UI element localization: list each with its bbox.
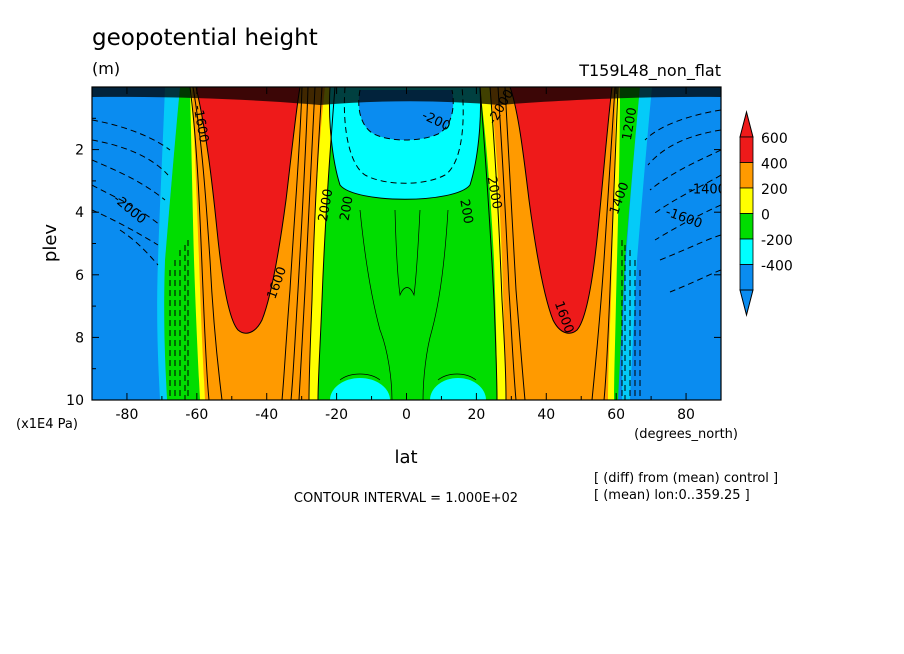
x-tick-label: 80 bbox=[677, 407, 695, 423]
south-high-region bbox=[196, 87, 300, 334]
y-axis: 2 4 6 8 10 bbox=[66, 117, 721, 409]
contour-label: 2000 bbox=[316, 188, 337, 223]
contour-label: 1200 bbox=[620, 106, 641, 141]
x-axis: -80 -60 -40 -20 0 20 40 60 80 bbox=[91, 87, 722, 423]
colorbar-tick-label: 400 bbox=[761, 157, 788, 173]
contour-interval: CONTOUR INTERVAL = 1.000E+02 bbox=[294, 491, 518, 506]
contour-label: 200 bbox=[338, 195, 357, 222]
contour-label: 200 bbox=[456, 198, 475, 225]
chart-units: (m) bbox=[92, 59, 120, 78]
x-axis-label: lat bbox=[394, 447, 417, 468]
y-tick-label: 6 bbox=[75, 268, 84, 284]
y-tick-label: 10 bbox=[66, 393, 84, 409]
north-high-region bbox=[510, 87, 612, 334]
colorbar-segment bbox=[739, 187, 754, 214]
x-tick-label: -40 bbox=[255, 407, 278, 423]
colorbar-segment bbox=[739, 162, 754, 189]
colorbar-tick-label: 0 bbox=[761, 208, 770, 224]
experiment-label: T159L48_non_flat bbox=[578, 61, 721, 81]
note-diff: [ (diff) from (mean) control ] bbox=[594, 471, 778, 486]
chart-title: geopotential height bbox=[92, 25, 318, 51]
x-tick-label: 40 bbox=[537, 407, 555, 423]
x-tick-label: -80 bbox=[116, 407, 139, 423]
colorbar-extend-top bbox=[739, 110, 754, 138]
y-tick-label: 2 bbox=[75, 143, 84, 159]
colorbar-tick-label: -400 bbox=[761, 259, 793, 275]
contour-label: -1600 bbox=[190, 104, 211, 144]
colorbar-tick-label: 200 bbox=[761, 182, 788, 198]
colorbar-tick-label: -200 bbox=[761, 233, 793, 249]
x-tick-label: -20 bbox=[325, 407, 348, 423]
colorbar-segment bbox=[739, 136, 754, 163]
colorbar-segment bbox=[739, 213, 754, 240]
note-mean: [ (mean) lon:0..359.25 ] bbox=[594, 488, 750, 503]
equatorial-low-blue bbox=[358, 90, 454, 140]
y-axis-label: plev bbox=[40, 224, 61, 263]
x-tick-label: 0 bbox=[402, 407, 411, 423]
x-tick-label: 60 bbox=[607, 407, 625, 423]
contour-label: 2000 bbox=[484, 175, 505, 210]
y-tick-label: 4 bbox=[75, 205, 84, 221]
x-tick-label: -60 bbox=[185, 407, 208, 423]
y-tick-label: 8 bbox=[75, 330, 84, 346]
colorbar: 600 400 200 0 -200 -400 bbox=[739, 110, 793, 317]
x-tick-label: 20 bbox=[467, 407, 485, 423]
colorbar-segment bbox=[739, 264, 754, 291]
colorbar-tick-label: 600 bbox=[761, 131, 788, 147]
contour-label: -1400 bbox=[688, 182, 726, 197]
y-axis-units: (x1E4 Pa) bbox=[16, 417, 78, 432]
x-axis-units: (degrees_north) bbox=[634, 427, 738, 442]
colorbar-extend-bottom bbox=[739, 289, 754, 317]
colorbar-segment bbox=[739, 238, 754, 265]
